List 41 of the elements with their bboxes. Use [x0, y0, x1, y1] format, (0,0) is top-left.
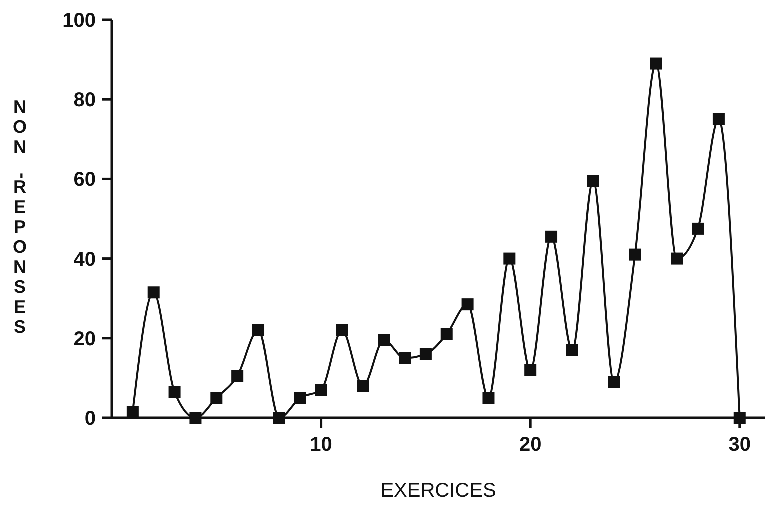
point	[399, 352, 412, 364]
y-tick-label: 60	[74, 169, 96, 192]
x-tick-label: 10	[310, 434, 332, 456]
point	[357, 380, 370, 392]
point	[712, 114, 725, 126]
point	[587, 175, 600, 188]
point	[650, 58, 662, 70]
x-axis-title: EXERCICES	[380, 480, 496, 502]
point	[252, 324, 265, 336]
point	[126, 406, 139, 418]
y-tick-label: 100	[62, 10, 96, 32]
point	[210, 392, 223, 404]
y-tick-label: 20	[74, 328, 96, 350]
point	[294, 392, 306, 404]
point	[315, 384, 328, 396]
point	[440, 328, 453, 340]
point	[336, 324, 348, 336]
point	[462, 298, 474, 311]
point	[546, 230, 558, 243]
point	[482, 392, 495, 404]
point	[378, 334, 390, 346]
point	[671, 252, 684, 265]
point	[190, 412, 202, 424]
point	[629, 248, 642, 261]
point	[168, 386, 181, 398]
point	[734, 412, 746, 424]
point	[692, 222, 704, 235]
point	[504, 252, 516, 265]
point	[420, 348, 432, 360]
x-tick-label: 30	[728, 434, 752, 456]
y-tick-label: 40	[74, 248, 96, 271]
y-tick-label: 80	[74, 90, 96, 112]
text: NON-REPONSES	[12, 97, 33, 337]
point	[524, 364, 537, 376]
point	[608, 376, 620, 388]
point	[273, 412, 286, 424]
point	[232, 370, 244, 382]
point	[566, 344, 578, 356]
y-tick-label: 0	[84, 408, 96, 430]
x-tick-label: 20	[519, 434, 542, 456]
point	[148, 286, 160, 299]
